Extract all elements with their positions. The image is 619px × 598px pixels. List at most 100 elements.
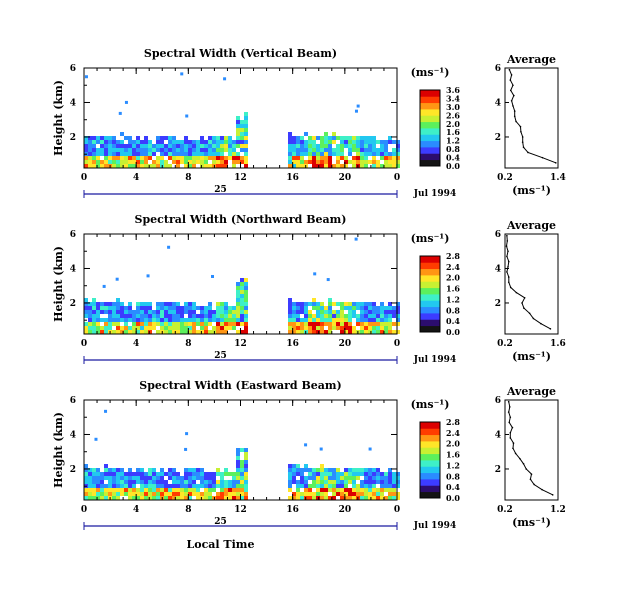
heatmap-cell (300, 148, 304, 152)
heatmap-cell (384, 306, 388, 310)
heatmap-cell (84, 496, 88, 500)
heatmap-cell (196, 306, 200, 310)
colorbar-swatch (420, 453, 440, 461)
date-month-label: Jul 1994 (413, 189, 456, 199)
heatmap-cell (112, 484, 116, 488)
heatmap-cell (152, 152, 156, 156)
heatmap-cell (332, 472, 336, 476)
heatmap-cell (312, 140, 316, 144)
heatmap-cell (112, 468, 116, 472)
heatmap-cell (236, 464, 240, 468)
heatmap-cell (184, 492, 188, 496)
heatmap-cell (204, 496, 208, 500)
heatmap-cell (348, 488, 352, 492)
heatmap-cell (148, 480, 152, 484)
heatmap-cell (196, 322, 200, 326)
heatmap-cell (144, 496, 148, 500)
heatmap-cell (100, 140, 104, 144)
heatmap-cell (132, 488, 136, 492)
heatmap-cell (380, 144, 384, 148)
heatmap-cell (376, 480, 380, 484)
heatmap-cell (160, 144, 164, 148)
heatmap-cell (300, 326, 304, 330)
colorbar-tick-label: 3.4 (446, 93, 460, 103)
heatmap-cell (348, 148, 352, 152)
heatmap-cell (220, 492, 224, 496)
heatmap-cell (116, 326, 120, 330)
y-tick-label: 4 (70, 264, 76, 274)
heatmap-cell (212, 140, 216, 144)
heatmap-cell (108, 488, 112, 492)
heatmap-cell (320, 136, 324, 140)
heatmap-cell (296, 330, 300, 334)
heatmap-cell (172, 476, 176, 480)
heatmap-cell (212, 472, 216, 476)
heatmap-cell (240, 278, 244, 282)
heatmap-cell (300, 302, 304, 306)
heatmap-cell (360, 468, 364, 472)
heatmap-cell (288, 152, 292, 156)
heatmap-cell (124, 318, 128, 322)
heatmap-cell (100, 136, 104, 140)
heatmap-cell (356, 136, 360, 140)
heatmap-cell (296, 164, 300, 168)
heatmap-cell (232, 480, 236, 484)
heatmap-cell (320, 484, 324, 488)
heatmap-cell (216, 144, 220, 148)
colorbar-swatch (420, 256, 440, 263)
heatmap-cell (364, 476, 368, 480)
heatmap-cell (236, 306, 240, 310)
heatmap-cell (120, 488, 124, 492)
heatmap-cell (324, 148, 328, 152)
heatmap-cell (336, 484, 340, 488)
heatmap-cell (152, 488, 156, 492)
heatmap-cell (136, 326, 140, 330)
heatmap-cell (336, 326, 340, 330)
colorbar-tick-label: 2.8 (446, 251, 460, 261)
x-tick-label: 0 (394, 339, 400, 349)
heatmap-cell (388, 314, 392, 318)
heatmap-cell (244, 464, 248, 468)
heatmap-cell (296, 156, 300, 160)
profile-point (509, 286, 512, 289)
heatmap-cell (240, 298, 244, 302)
heatmap-cell (144, 326, 148, 330)
x-tick-label: 4 (133, 505, 139, 515)
heatmap-cell (88, 160, 92, 164)
heatmap-cell (192, 164, 196, 168)
heatmap-cell (168, 156, 172, 160)
heatmap-cell (372, 326, 376, 330)
heatmap-cell (144, 484, 148, 488)
heatmap-cell (244, 152, 248, 156)
heatmap-cell (220, 480, 224, 484)
heatmap-cell (152, 164, 156, 168)
heatmap-cell (304, 443, 308, 447)
heatmap-cell (148, 152, 152, 156)
heatmap-cell (388, 306, 392, 310)
profile-x-tick-label: 1.4 (550, 173, 566, 183)
heatmap-cell (200, 314, 204, 318)
heatmap-cell (308, 148, 312, 152)
heatmap-cell (372, 480, 376, 484)
heatmap-cell (240, 460, 244, 464)
heatmap-cell (304, 314, 308, 318)
heatmap-cell (304, 160, 308, 164)
heatmap-cell (92, 318, 96, 322)
heatmap-cell (184, 136, 188, 140)
heatmap-cell (340, 306, 344, 310)
heatmap-cell (120, 140, 124, 144)
heatmap-cell (224, 302, 228, 306)
heatmap-cell (96, 302, 100, 306)
heatmap-cell (392, 140, 396, 144)
colorbar-swatch (420, 447, 440, 455)
heatmap-cell (300, 468, 304, 472)
heatmap-cell (232, 314, 236, 318)
heatmap-cell (216, 148, 220, 152)
heatmap-cell (340, 156, 344, 160)
heatmap-cell (88, 488, 92, 492)
heatmap-cell (224, 148, 228, 152)
heatmap-cell (84, 164, 88, 168)
heatmap-cell (316, 322, 320, 326)
heatmap-cell (236, 128, 240, 132)
heatmap-cell (316, 484, 320, 488)
